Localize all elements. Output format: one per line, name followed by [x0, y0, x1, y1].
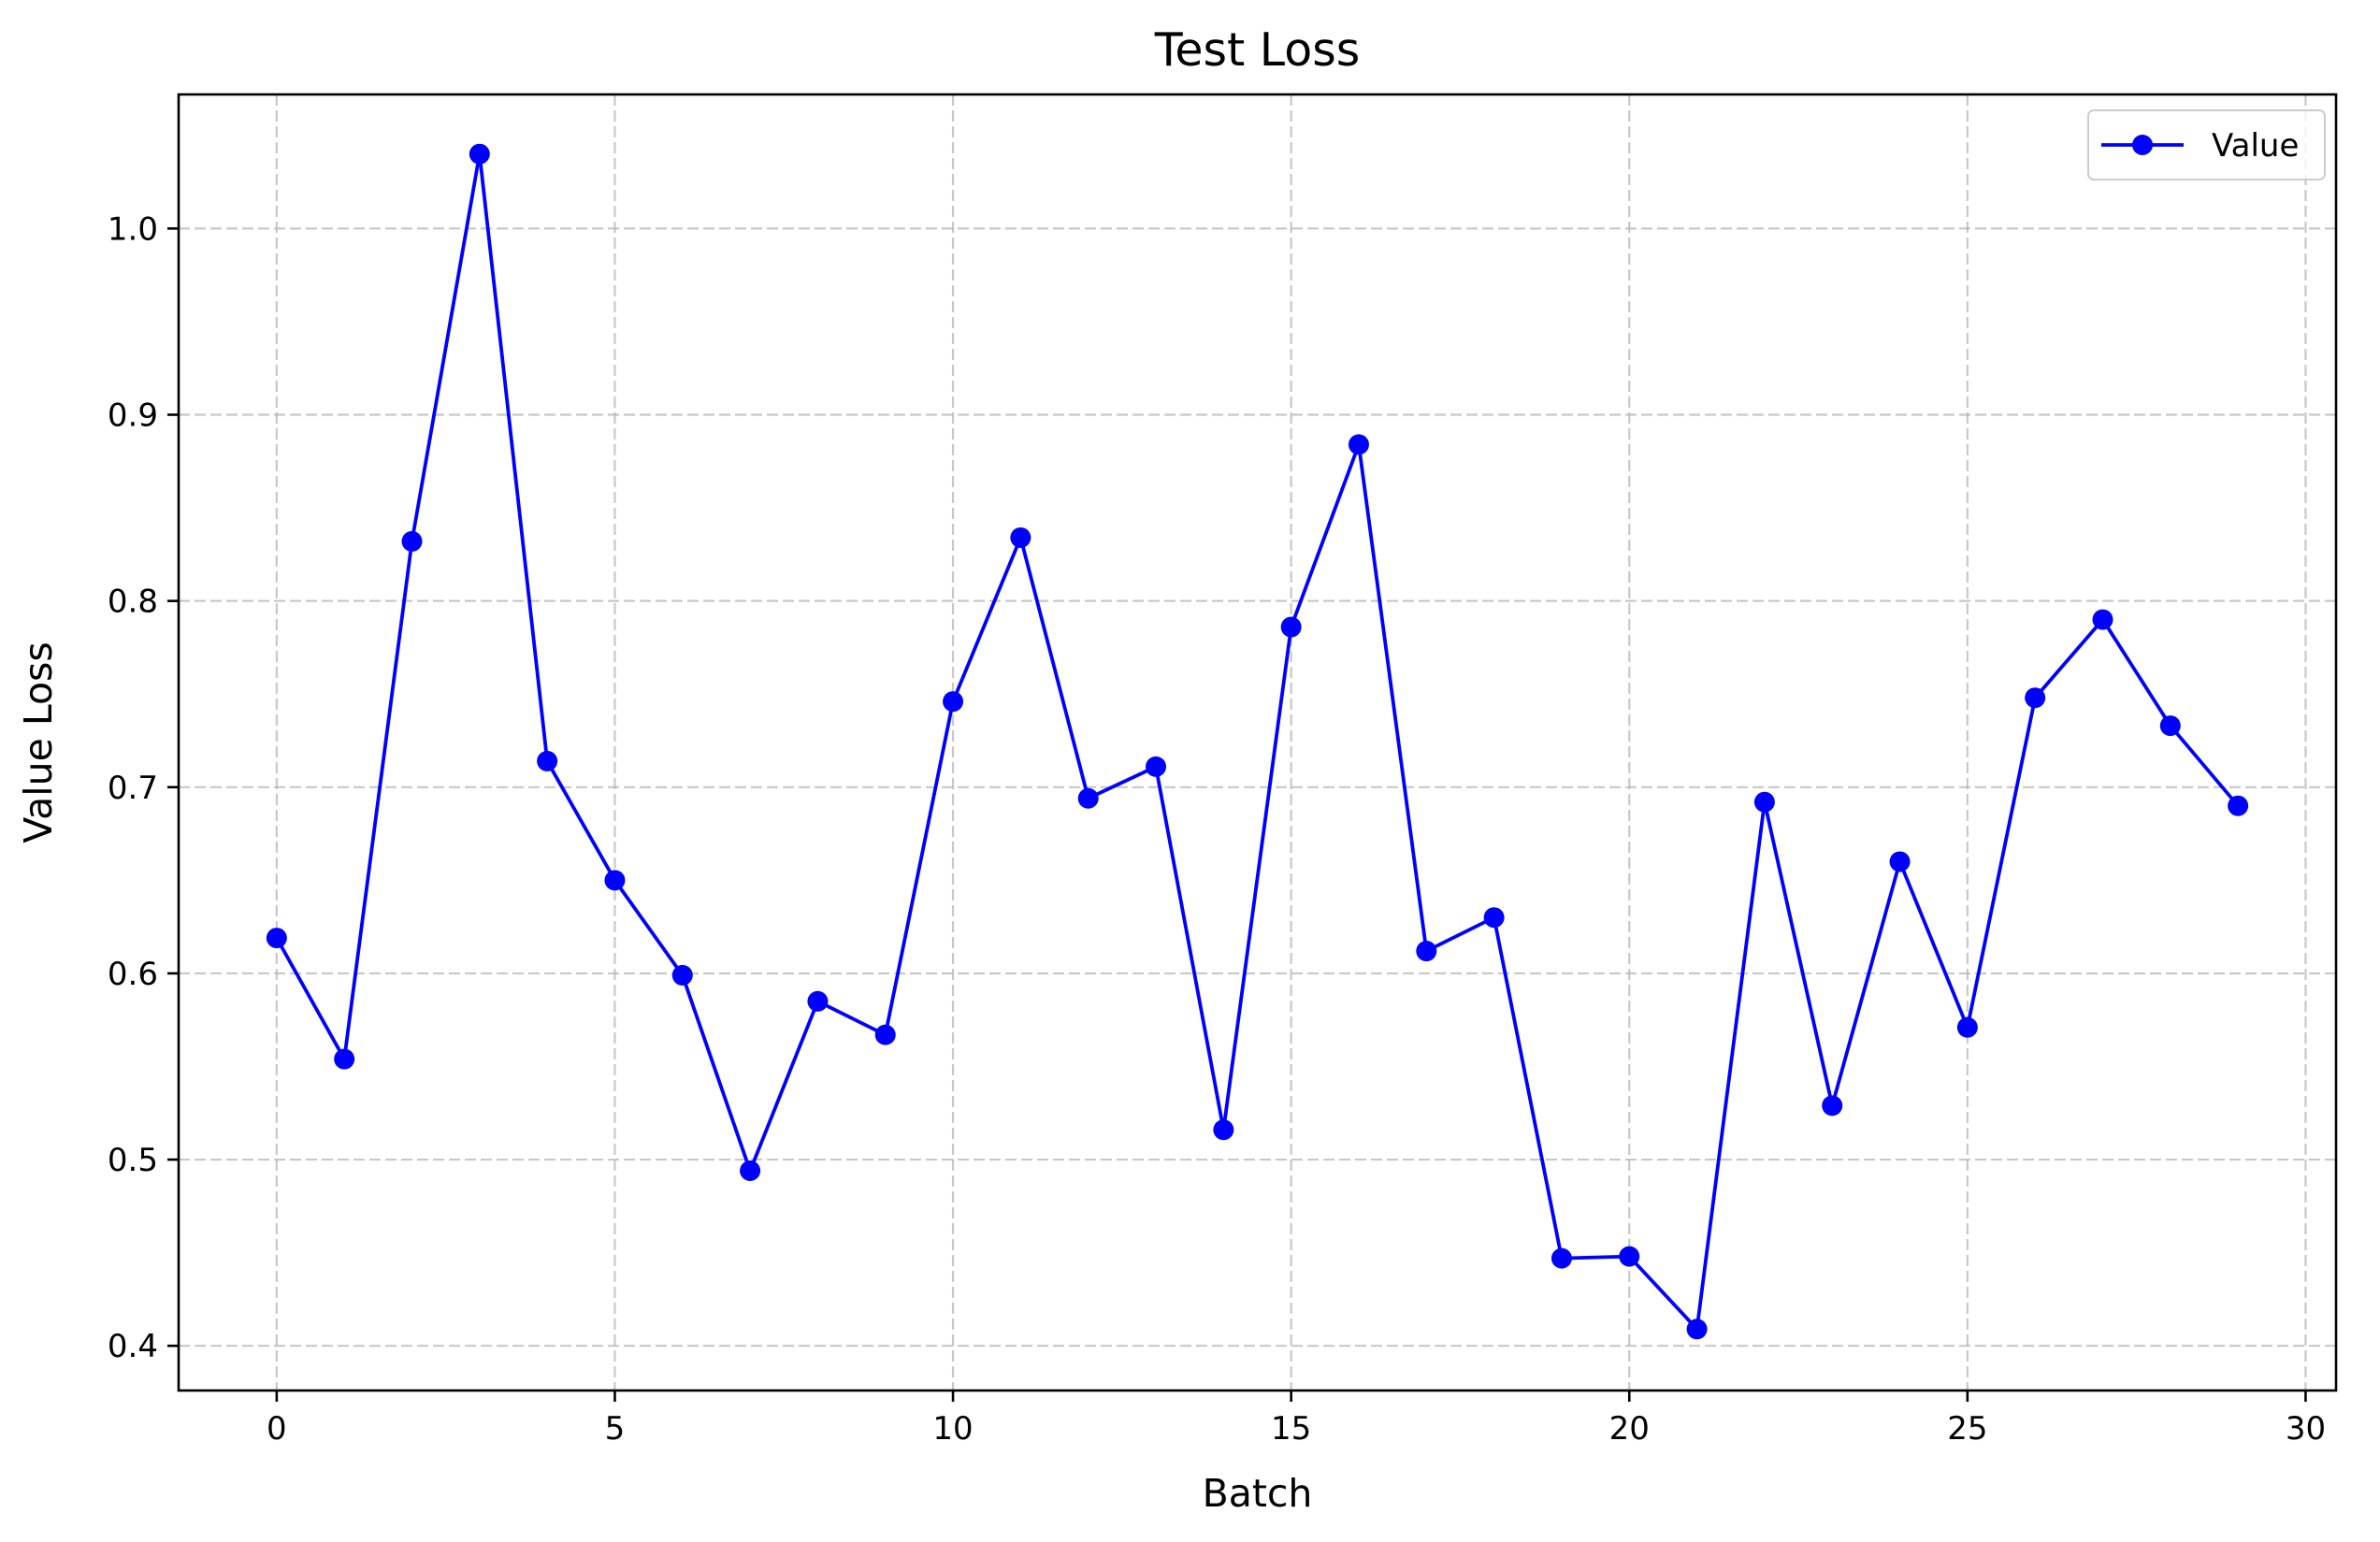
x-tick-label: 5 — [605, 1410, 626, 1448]
axes-frame — [177, 93, 2338, 1392]
data-point — [1348, 434, 1369, 455]
data-point — [334, 1048, 355, 1070]
data-point — [537, 750, 558, 771]
x-axis-label: Batch — [1203, 1471, 1313, 1516]
data-point — [604, 870, 626, 891]
grid — [179, 94, 2336, 1391]
y-tick-label: 0.6 — [108, 956, 158, 993]
data-point — [1213, 1119, 1234, 1141]
x-tick-label: 20 — [1609, 1410, 1650, 1448]
data-point — [2228, 795, 2249, 816]
data-point — [1416, 941, 1437, 962]
x-tick-label: 25 — [1947, 1410, 1987, 1448]
data-point — [740, 1160, 761, 1182]
data-point — [1077, 787, 1099, 809]
data-point — [1889, 851, 1911, 872]
series-layer — [266, 143, 2249, 1340]
data-point — [943, 691, 964, 713]
data-point — [1010, 526, 1031, 548]
data-point — [1753, 791, 1775, 813]
data-point — [1956, 1016, 1978, 1038]
data-point — [874, 1024, 896, 1045]
data-point — [266, 928, 287, 949]
y-tick-label: 0.5 — [108, 1142, 158, 1179]
y-tick-label: 0.4 — [108, 1328, 158, 1365]
y-axis-label: Value Loss — [16, 641, 61, 843]
data-point — [469, 143, 490, 165]
chart-title: Test Loss — [1154, 23, 1361, 77]
x-tick-label: 0 — [267, 1410, 287, 1448]
x-tick-label: 15 — [1271, 1410, 1311, 1448]
legend: Value — [2087, 109, 2326, 180]
y-tick-label: 1.0 — [108, 210, 158, 248]
y-tick-label: 0.7 — [108, 770, 158, 807]
data-point — [1146, 756, 1167, 777]
y-tick-label: 0.8 — [108, 584, 158, 621]
data-point — [2092, 609, 2113, 630]
legend-label: Value — [2212, 127, 2299, 165]
x-tick-label: 30 — [2286, 1410, 2326, 1448]
data-point — [1619, 1246, 1640, 1267]
data-point — [671, 964, 693, 986]
data-point — [401, 530, 423, 552]
series-line — [275, 151, 2240, 1332]
data-point — [1686, 1319, 1708, 1340]
x-tick-label: 10 — [932, 1410, 973, 1448]
legend-marker-swatch — [2132, 135, 2153, 155]
data-point — [1822, 1095, 1843, 1117]
data-point — [1280, 616, 1302, 638]
legend-box — [2087, 109, 2326, 180]
data-point — [1483, 907, 1505, 929]
data-point — [2025, 687, 2046, 709]
y-tick-label: 0.9 — [108, 397, 158, 435]
data-point — [1551, 1247, 1572, 1269]
data-point — [2159, 715, 2181, 737]
data-point — [807, 990, 829, 1012]
axis-ticks: 0 5 10 15 20 25 30 0.4 0.5 0.6 0.7 0.8 0.9 1.0 — [108, 210, 2326, 1448]
